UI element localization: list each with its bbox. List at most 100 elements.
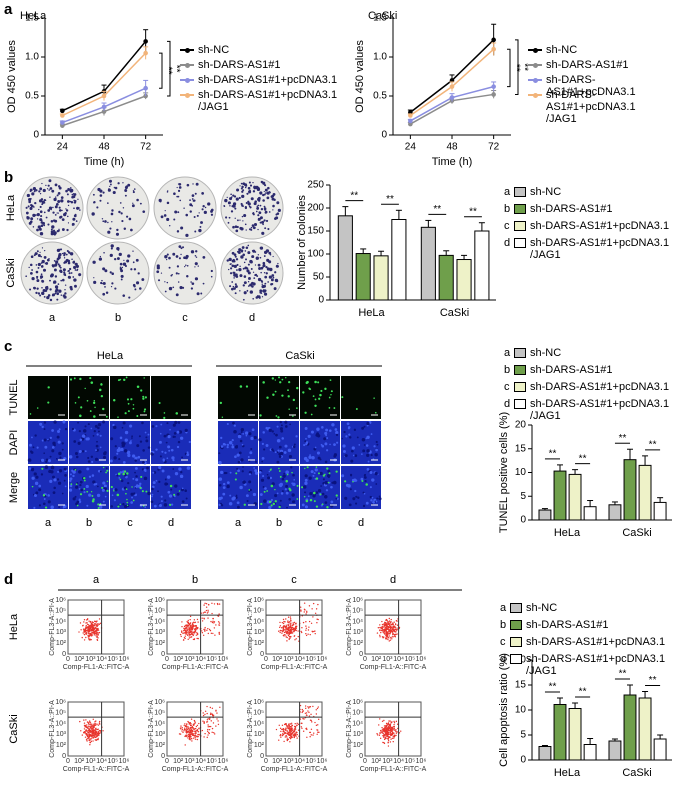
event [193,737,194,738]
bar [439,255,453,300]
nucleus [236,495,238,497]
colony [264,191,265,192]
flow-y-tick: 10³ [56,629,67,636]
nucleus [52,476,55,479]
tunel-signal [277,416,279,418]
nucleus [83,491,85,493]
nucleus [239,486,243,490]
event [386,725,387,726]
tunel-signal [87,400,89,402]
event [206,713,207,714]
nucleus [283,473,285,475]
colony [93,194,95,196]
event [86,739,87,740]
event [392,738,393,739]
flow-y-tick: 10² [56,640,67,647]
event [94,623,95,624]
tunel-signal [329,397,331,399]
nucleus [241,431,243,433]
event [95,728,96,729]
colony [262,199,265,202]
nucleus [97,433,99,435]
flow-y-tick: 10⁵ [55,608,66,615]
event [307,706,308,707]
nucleus [379,495,381,497]
nucleus [59,428,61,430]
event [309,715,310,716]
tunel-signal [222,417,223,418]
flow-x-label: Comp-FL1-A::FITC-A [63,766,130,773]
event [391,619,392,620]
event [207,729,208,730]
colony [99,200,101,202]
tunel-signal [316,466,318,468]
nucleus [131,435,133,437]
event [286,726,287,727]
colony [44,212,46,214]
event [212,633,213,634]
nucleus [139,483,141,485]
event [185,744,186,745]
event [79,721,80,722]
tunel-signal [302,391,304,393]
flow-y-tick: 10³ [254,731,265,738]
event [91,741,92,742]
colony [266,196,269,199]
colony [166,259,167,260]
event [394,722,395,723]
colony [102,192,104,194]
colony [202,205,204,207]
nucleus [248,480,251,483]
colony [194,216,196,218]
nucleus [189,441,191,443]
event [90,621,91,622]
event [377,734,378,735]
event [309,605,310,606]
colony [60,270,63,273]
flow-x-tick: 0 [66,656,70,663]
event [94,629,95,630]
event [309,621,310,622]
flow-y-tick: 0 [62,651,66,658]
nucleus [144,469,147,472]
nucleus [174,421,177,424]
colony [176,272,178,274]
event [281,632,282,633]
colony [73,260,75,262]
event [393,721,394,722]
nucleus [218,497,221,500]
event [97,738,98,739]
event [301,632,302,633]
colony [195,250,197,252]
colony [172,286,174,288]
event [210,726,211,727]
colony [103,252,105,254]
event [182,633,183,634]
nucleus [163,458,165,460]
nucleus [325,501,328,504]
colony [243,299,245,301]
colony [71,201,73,203]
colony [74,201,77,204]
nucleus [371,433,373,435]
colony [232,226,235,229]
event [380,738,381,739]
tunel-signal [123,379,125,381]
nucleus [233,497,236,500]
tunel-signal [278,506,280,508]
tunel-signal [316,505,318,507]
nucleus [259,471,262,474]
event [288,727,289,728]
nucleus [58,452,61,455]
tunel-signal [287,389,289,391]
nucleus [364,474,366,476]
event [382,731,383,732]
colony [232,265,234,267]
nucleus [274,494,277,497]
event [88,737,89,738]
nucleus [86,485,89,488]
colony [246,246,249,249]
colony [110,271,112,273]
nucleus [75,486,78,489]
tunel-signal [91,491,92,492]
